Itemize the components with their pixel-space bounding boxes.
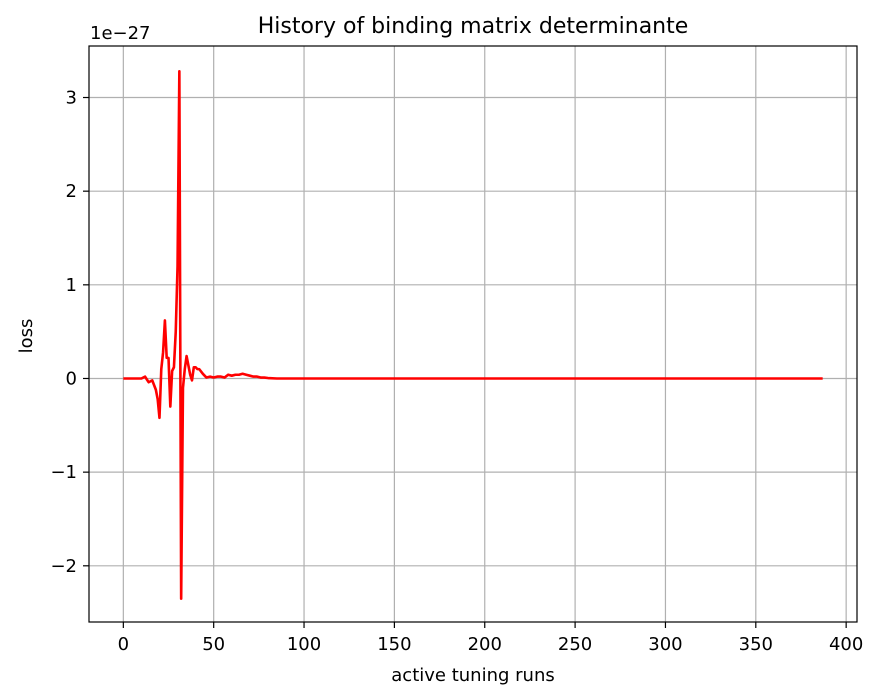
x-tick-label: 50 — [202, 634, 225, 655]
x-tick-label: 200 — [468, 634, 502, 655]
series-line — [123, 69, 823, 600]
y-tick-label: −2 — [50, 556, 77, 577]
x-axis-label: active tuning runs — [391, 665, 554, 686]
x-tick-label: 300 — [648, 634, 682, 655]
y-tick-label: 1 — [66, 275, 77, 296]
y-axis-label: loss — [16, 319, 37, 354]
x-tick-label: 0 — [118, 634, 129, 655]
plot-frame — [88, 45, 858, 623]
y-axis-ticks: −2 −1 0 1 2 3 — [50, 88, 89, 577]
x-tick-label: 350 — [739, 634, 773, 655]
chart-title: History of binding matrix determinante — [258, 14, 689, 39]
y-tick-label: 0 — [66, 368, 77, 389]
x-axis-ticks: 0 50 100 150 200 250 300 350 400 — [118, 622, 863, 655]
x-tick-label: 400 — [829, 634, 863, 655]
x-tick-label: 250 — [558, 634, 592, 655]
y-tick-label: −1 — [50, 462, 77, 483]
y-tick-label: 3 — [66, 88, 77, 109]
series-layer — [123, 69, 823, 600]
grid — [89, 46, 857, 622]
x-tick-label: 100 — [287, 634, 321, 655]
x-tick-label: 150 — [377, 634, 411, 655]
y-axis-offset-text: 1e−27 — [90, 23, 151, 44]
y-tick-label: 2 — [66, 181, 77, 202]
